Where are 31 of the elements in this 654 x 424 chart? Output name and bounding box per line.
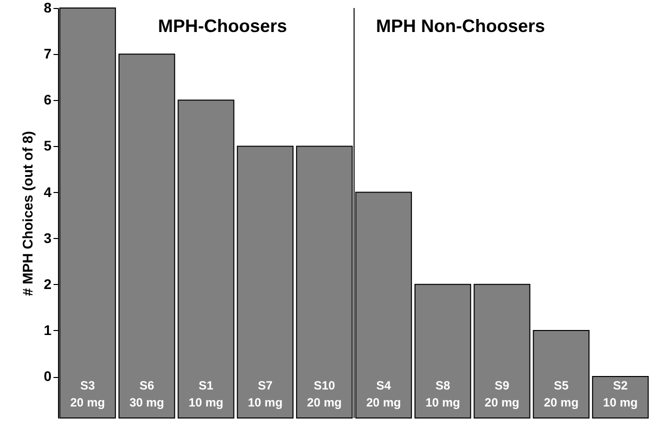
bar — [532, 330, 590, 418]
y-axis-title: # MPH Choices (out of 8) — [20, 131, 36, 296]
bar — [414, 284, 472, 418]
x-tick-label: S6 30 mg — [129, 378, 164, 410]
x-tick-label: S8 10 mg — [425, 378, 460, 410]
y-tick-label: 2 — [44, 276, 52, 292]
x-tick-label: S2 10 mg — [603, 378, 638, 410]
y-tick-label: 6 — [44, 92, 52, 108]
y-tick-label: 4 — [44, 184, 52, 200]
bar — [592, 376, 649, 418]
y-tick-label: 3 — [44, 230, 52, 246]
x-tick-label: S10 20 mg — [307, 378, 342, 410]
x-tick-label: S1 10 mg — [188, 378, 224, 410]
x-tick-label: S9 20 mg — [484, 378, 520, 410]
y-tick-label: 5 — [44, 138, 52, 154]
bar — [236, 146, 294, 418]
bar — [474, 284, 530, 418]
y-tick-label: 1 — [44, 322, 52, 338]
bar — [178, 100, 234, 418]
y-tick-label: 8 — [44, 0, 52, 16]
annotation: MPH Non-Choosers — [376, 16, 546, 36]
y-tick-label: 0 — [44, 368, 52, 384]
x-tick-label: S4 20 mg — [366, 378, 401, 410]
y-tick-label: 7 — [44, 46, 52, 62]
x-tick-label: S3 20 mg — [70, 378, 105, 410]
annotation: MPH-Choosers — [158, 16, 288, 36]
bar — [296, 146, 353, 418]
x-tick-label: S5 20 mg — [544, 378, 579, 410]
x-tick-label: S7 10 mg — [248, 378, 283, 410]
bar — [355, 192, 412, 418]
bar — [118, 54, 176, 418]
